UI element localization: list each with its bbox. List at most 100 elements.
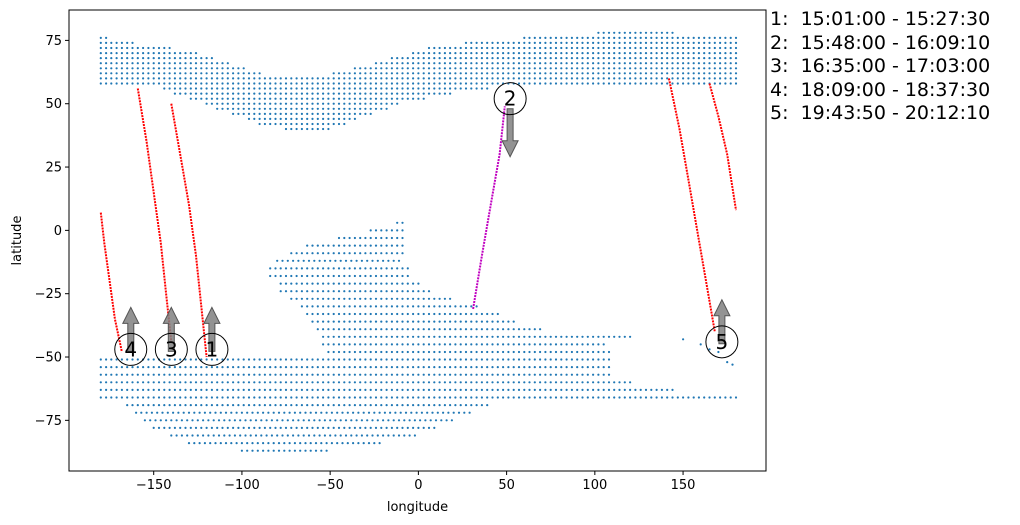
region-point: [327, 122, 330, 126]
region-point: [173, 381, 176, 384]
region-point: [427, 358, 431, 361]
region-point: [475, 396, 478, 399]
region-point: [300, 396, 303, 399]
region-point: [655, 67, 658, 70]
region-point: [592, 350, 595, 354]
region-point: [343, 72, 346, 75]
region-point: [660, 41, 664, 45]
region-point: [396, 335, 399, 338]
region-point: [660, 57, 664, 60]
region-point: [357, 411, 360, 414]
region-point: [279, 122, 282, 126]
region-point: [380, 62, 383, 65]
region-point: [512, 46, 515, 50]
region-point: [99, 373, 102, 376]
region-point: [528, 350, 531, 354]
region-point: [253, 366, 256, 369]
region-point: [507, 62, 510, 65]
region-point: [592, 77, 595, 80]
region-point: [207, 434, 210, 437]
region-point: [412, 328, 415, 331]
region-point: [290, 127, 293, 131]
region-point: [152, 366, 155, 369]
y-tick-label: −25: [35, 287, 62, 302]
region-point: [549, 52, 552, 55]
region-point: [486, 350, 489, 354]
region-point: [406, 350, 409, 354]
region-point: [284, 122, 288, 126]
region-point: [650, 36, 653, 40]
region-point: [380, 312, 383, 316]
region-point: [443, 297, 446, 300]
region-point: [200, 366, 203, 369]
region-point: [523, 366, 526, 369]
region-point: [290, 381, 293, 384]
region-point: [360, 259, 363, 262]
region-point: [560, 62, 563, 65]
region-point: [644, 72, 648, 75]
region-point: [105, 62, 108, 65]
region-point: [157, 396, 161, 399]
region-point: [623, 335, 626, 338]
region-point: [729, 41, 732, 45]
region-point: [396, 320, 399, 323]
region-point: [618, 67, 621, 70]
region-point: [332, 396, 335, 399]
region-point: [417, 97, 420, 100]
region-point: [221, 82, 224, 85]
region-point: [507, 343, 510, 346]
region-point: [401, 244, 404, 247]
region-point: [196, 434, 199, 437]
region-point: [332, 328, 335, 331]
region-point: [284, 358, 288, 361]
region-point: [374, 252, 378, 255]
region-point: [120, 72, 123, 75]
region-point: [99, 62, 102, 65]
region-point: [671, 62, 674, 65]
region-point: [623, 52, 626, 55]
region-point: [332, 274, 335, 278]
region-point: [427, 426, 431, 429]
region-point: [223, 419, 226, 422]
region-point: [322, 82, 325, 85]
region-point: [390, 236, 393, 240]
region-point: [221, 366, 224, 369]
region-point: [533, 57, 536, 60]
region-point: [454, 72, 457, 75]
region-point: [592, 366, 595, 369]
region-point: [655, 77, 658, 80]
region-point: [719, 82, 722, 85]
region-point: [193, 411, 196, 414]
region-point: [300, 92, 303, 95]
region-point: [253, 107, 256, 110]
region-point: [480, 82, 483, 85]
region-point: [623, 57, 626, 60]
region-point: [565, 388, 568, 391]
region-point: [242, 107, 245, 110]
region-point: [237, 358, 240, 361]
region-point: [267, 411, 270, 414]
region-point: [219, 442, 222, 445]
region-point: [406, 426, 409, 429]
region-point: [253, 117, 256, 120]
region-point: [475, 350, 478, 354]
region-point: [586, 366, 589, 369]
region-point: [311, 312, 314, 316]
region-point: [350, 259, 353, 262]
region-point: [311, 297, 314, 300]
region-point: [168, 381, 171, 384]
region-point: [147, 404, 150, 407]
region-point: [491, 335, 494, 338]
region-point: [470, 404, 473, 407]
region-point: [242, 102, 245, 105]
region-point: [433, 312, 436, 316]
region-point: [221, 102, 224, 105]
region-point: [110, 46, 113, 50]
region-point: [433, 373, 436, 376]
region-point: [306, 77, 309, 80]
region-point: [253, 102, 256, 105]
region-point: [332, 388, 335, 391]
region-point: [217, 419, 221, 422]
region-point: [533, 82, 536, 85]
region-point: [570, 67, 574, 70]
